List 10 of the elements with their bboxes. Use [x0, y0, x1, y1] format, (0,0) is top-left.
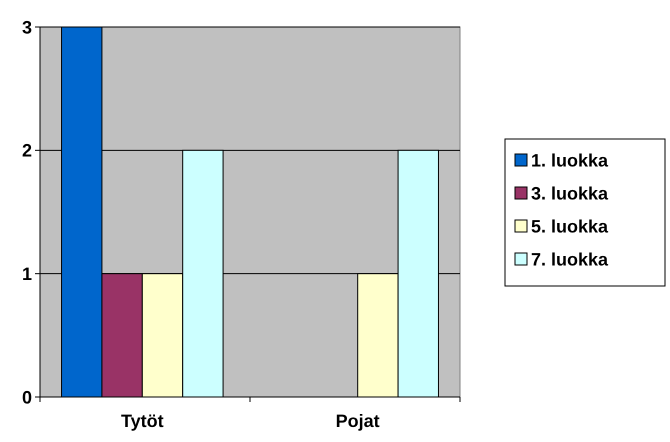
y-tick-label: 3 — [22, 17, 32, 38]
y-tick-label: 0 — [22, 387, 32, 408]
y-tick-label: 2 — [22, 140, 32, 161]
y-tick-label: 1 — [22, 264, 32, 284]
x-tick-label: Pojat — [336, 411, 380, 431]
legend-label: 1. luokka — [531, 150, 610, 170]
x-tick-label: Tytöt — [120, 411, 164, 431]
legend-label: 5. luokka — [531, 216, 610, 236]
legend-label: 3. luokka — [531, 183, 610, 204]
legend-label: 7. luokka — [531, 249, 610, 270]
